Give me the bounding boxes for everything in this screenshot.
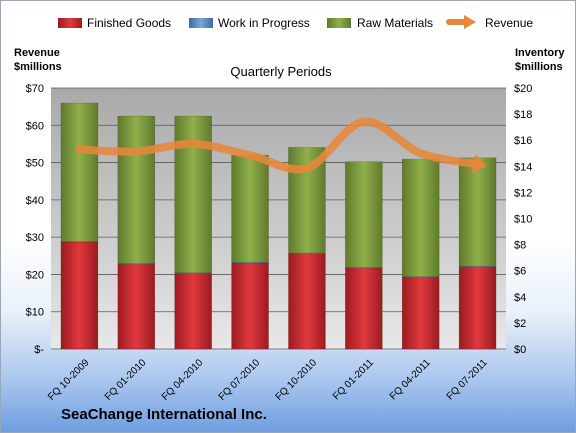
- bar-finished-goods: [401, 276, 440, 350]
- left-tick-label: $60: [26, 120, 44, 132]
- left-tick-label: $10: [26, 307, 44, 319]
- revenue-line: [75, 117, 482, 174]
- bar-finished-goods: [231, 262, 269, 350]
- left-axis-ticks: $- $10 $20 $30 $40 $50 $60 $70: [26, 83, 45, 356]
- legend-swatch-raw-materials: [327, 18, 351, 28]
- right-tick-label: $20: [514, 83, 532, 95]
- chart-title: Quarterly Periods: [230, 64, 332, 79]
- right-axis-title-line1: Inventory: [515, 47, 565, 59]
- right-tick-label: $16: [514, 135, 532, 147]
- legend-item-raw-materials: Raw Materials: [327, 16, 433, 30]
- legend: Finished Goods Work in Progress Raw Mate…: [58, 15, 533, 30]
- bar-raw-materials: [174, 115, 212, 273]
- left-axis-title-line1: Revenue: [14, 47, 60, 59]
- right-tick-label: $0: [514, 344, 526, 356]
- right-tick-label: $6: [514, 266, 526, 278]
- left-tick-label: $20: [26, 269, 44, 281]
- revenue-line-arrowhead: [471, 153, 488, 174]
- bar-raw-materials: [117, 115, 156, 264]
- legend-item-finished-goods: Finished Goods: [58, 16, 171, 30]
- right-tick-label: $4: [514, 292, 526, 304]
- right-tick-label: $10: [514, 214, 532, 226]
- bar-finished-goods: [117, 263, 156, 350]
- right-tick-label: $2: [514, 318, 526, 330]
- legend-label-finished-goods: Finished Goods: [87, 16, 171, 30]
- bar-finished-goods: [458, 266, 497, 350]
- bar-finished-goods: [288, 253, 326, 350]
- legend-item-work-in-progress: Work in Progress: [189, 16, 310, 30]
- bar-raw-materials: [401, 158, 440, 277]
- right-tick-label: $18: [514, 109, 532, 121]
- x-tick-label: FQ 07-2011: [445, 357, 490, 402]
- bar-raw-materials: [345, 161, 383, 268]
- bar-raw-materials: [60, 102, 99, 242]
- x-tick-label: FQ 07-2010: [217, 357, 263, 403]
- right-tick-label: $12: [514, 187, 532, 199]
- company-name: SeaChange International Inc.: [61, 406, 267, 423]
- x-axis-ticks: FQ 10-2009 FQ 01-2010 FQ 04-2010 FQ 07-2010…: [46, 357, 490, 403]
- x-tick-label: FQ 10-2009: [46, 357, 92, 403]
- right-axis-title-line2: $millions: [515, 61, 563, 73]
- left-tick-label: $50: [26, 158, 44, 170]
- x-tick-label: FQ 01-2010: [103, 357, 149, 403]
- bar-raw-materials: [231, 154, 269, 263]
- right-tick-label: $8: [514, 240, 526, 252]
- left-tick-label: $70: [26, 83, 44, 95]
- bar-raw-materials: [458, 157, 497, 267]
- x-tick-label: FQ 04-2010: [160, 357, 206, 403]
- left-tick-label: $30: [26, 232, 44, 244]
- bar-finished-goods: [174, 273, 212, 350]
- left-tick-label: $40: [26, 195, 44, 207]
- left-axis-title-line2: $millions: [14, 61, 62, 73]
- legend-swatch-work-in-progress: [189, 18, 213, 28]
- revenue-line-group: [75, 117, 488, 174]
- x-tick-label: FQ 10-2010: [274, 357, 320, 403]
- legend-label-work-in-progress: Work in Progress: [218, 16, 310, 30]
- right-axis-ticks: $0 $2 $4 $6 $8 $10 $12 $14 $16 $18 $20: [514, 83, 532, 356]
- legend-label-raw-materials: Raw Materials: [357, 16, 433, 30]
- x-tick-label: FQ 01-2011: [331, 357, 376, 402]
- legend-label-revenue: Revenue: [485, 16, 533, 30]
- bar-finished-goods: [60, 241, 99, 350]
- legend-swatch-revenue-arrow: [464, 15, 476, 29]
- right-tick-label: $14: [514, 161, 532, 173]
- left-tick-label: $-: [34, 344, 44, 356]
- legend-item-revenue: Revenue: [446, 15, 533, 30]
- legend-swatch-finished-goods: [58, 18, 82, 28]
- x-tick-label: FQ 04-2011: [388, 357, 433, 402]
- bar-finished-goods: [345, 267, 383, 350]
